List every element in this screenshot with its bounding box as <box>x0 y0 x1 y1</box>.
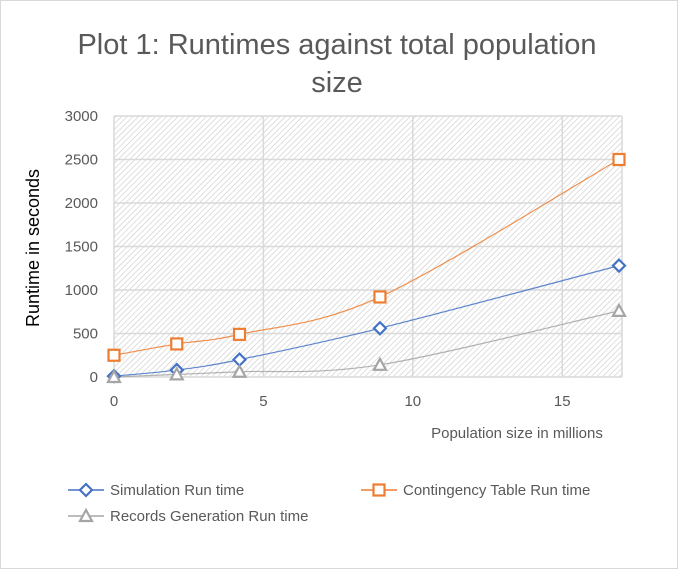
x-tick-label: 15 <box>554 393 571 410</box>
data-point-diamond <box>611 258 627 274</box>
y-tick-label: 1500 <box>65 239 98 256</box>
legend-marker-diamond <box>78 482 94 498</box>
y-tick-label: 2000 <box>65 195 98 212</box>
x-tick-label: 0 <box>110 393 118 410</box>
y-tick-label: 2500 <box>65 152 98 169</box>
legend-label: Contingency Table Run time <box>403 482 590 499</box>
data-point-triangle <box>231 363 248 378</box>
x-axis-label: Population size in millions <box>431 425 603 442</box>
data-point-triangle <box>372 356 388 371</box>
legend-label: Simulation Run time <box>110 482 244 499</box>
chart-title: Plot 1: Runtimes against total populatio… <box>77 29 597 99</box>
data-point-triangle <box>106 368 122 384</box>
legend-marker-square <box>372 483 386 497</box>
legend-label: Records Generation Run time <box>110 508 308 525</box>
legend-marker-triangle <box>78 507 94 523</box>
y-tick-label: 1000 <box>65 282 98 299</box>
x-tick-label: 5 <box>259 393 267 410</box>
x-tick-label: 10 <box>404 393 421 410</box>
data-point-diamond <box>372 320 388 336</box>
data-point-square <box>612 152 626 167</box>
data-point-triangle <box>168 366 185 381</box>
y-axis-label: Runtime in seconds <box>23 169 43 327</box>
data-point-square <box>107 348 121 362</box>
y-tick-label: 3000 <box>65 108 98 125</box>
y-tick-label: 500 <box>73 326 98 343</box>
data-point-square <box>373 290 387 304</box>
data-point-square <box>232 327 247 341</box>
y-tick-label: 0 <box>90 369 98 386</box>
data-point-triangle <box>611 302 627 317</box>
data-point-square <box>170 337 184 351</box>
